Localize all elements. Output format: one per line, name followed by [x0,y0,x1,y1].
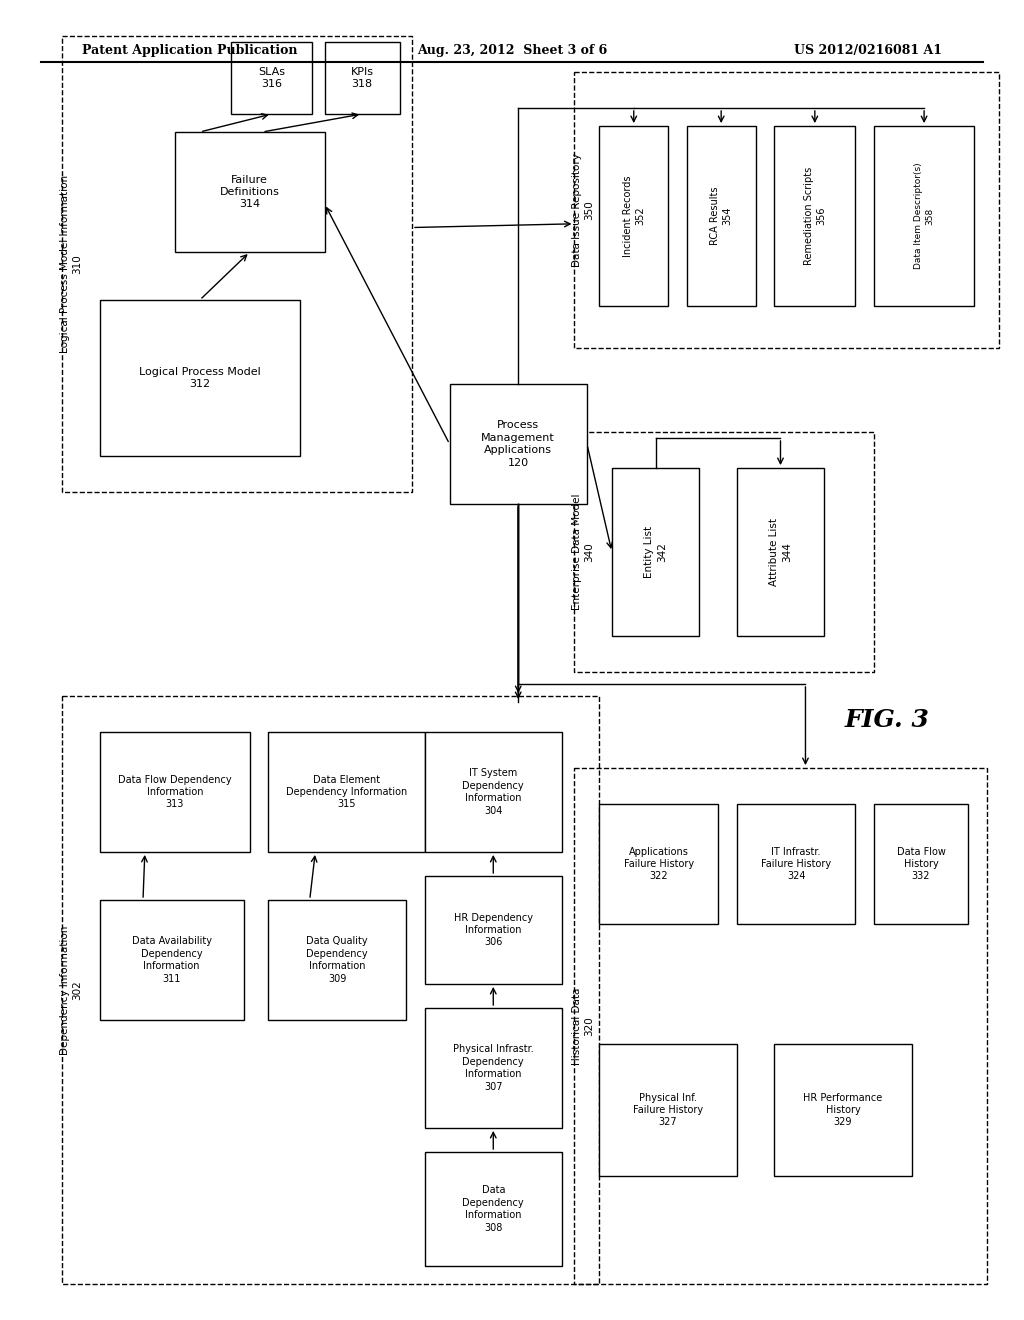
Bar [574,73,999,348]
Text: Data Issue Repository
350: Data Issue Repository 350 [572,153,594,267]
Bar [599,125,668,306]
Text: Data Item Descriptor(s)
358: Data Item Descriptor(s) 358 [914,162,934,269]
Bar [268,733,425,851]
Text: Enterprise Data Model
340: Enterprise Data Model 340 [572,494,594,610]
Bar [231,42,312,114]
Bar [100,300,300,455]
Bar [774,125,855,306]
Bar [62,36,412,492]
Bar [425,1008,562,1129]
Bar [874,125,974,306]
Bar [175,132,325,252]
Text: KPIs
318: KPIs 318 [350,67,374,90]
Bar [425,876,562,983]
Bar [574,432,874,672]
Text: Applications
Failure History
322: Applications Failure History 322 [624,846,694,882]
Bar [599,1044,737,1176]
Bar [62,696,599,1284]
Bar [450,384,587,504]
Text: FIG. 3: FIG. 3 [844,708,929,733]
Text: RCA Results
354: RCA Results 354 [710,186,732,246]
Text: Attribute List
344: Attribute List 344 [769,517,792,586]
Text: IT Infrastr.
Failure History
324: IT Infrastr. Failure History 324 [761,846,831,882]
Text: SLAs
316: SLAs 316 [258,67,285,90]
Text: HR Dependency
Information
306: HR Dependency Information 306 [454,912,532,948]
Text: Aug. 23, 2012  Sheet 3 of 6: Aug. 23, 2012 Sheet 3 of 6 [417,44,607,57]
Text: Failure
Definitions
314: Failure Definitions 314 [220,174,280,210]
Text: Data Flow Dependency
Information
313: Data Flow Dependency Information 313 [118,775,231,809]
Text: Data
Dependency
Information
308: Data Dependency Information 308 [463,1185,524,1233]
Text: Data Quality
Dependency
Information
309: Data Quality Dependency Information 309 [306,936,368,983]
Text: Physical Infrastr.
Dependency
Information
307: Physical Infrastr. Dependency Informatio… [453,1044,534,1092]
Text: Dependency Information
302: Dependency Information 302 [60,925,82,1055]
Text: HR Performance
History
329: HR Performance History 329 [803,1093,883,1127]
Bar [737,804,855,924]
Bar [325,42,399,114]
Bar [425,1152,562,1266]
Text: Physical Inf.
Failure History
327: Physical Inf. Failure History 327 [633,1093,703,1127]
Text: US 2012/0216081 A1: US 2012/0216081 A1 [794,44,942,57]
Text: Historical Data
320: Historical Data 320 [572,987,594,1065]
Bar [100,900,244,1020]
Bar [737,469,824,636]
Text: Data Element
Dependency Information
315: Data Element Dependency Information 315 [286,775,408,809]
Bar [425,733,562,851]
Text: Incident Records
352: Incident Records 352 [623,176,645,257]
Bar [574,768,986,1284]
Text: IT System
Dependency
Information
304: IT System Dependency Information 304 [463,768,524,816]
Bar [268,900,406,1020]
Text: Logical Process Model
312: Logical Process Model 312 [139,367,261,389]
Text: Remediation Scripts
356: Remediation Scripts 356 [804,166,826,265]
Bar [100,733,250,851]
Text: Patent Application Publication: Patent Application Publication [82,44,297,57]
Bar [612,469,699,636]
Text: Entity List
342: Entity List 342 [644,525,667,578]
Text: Data Availability
Dependency
Information
311: Data Availability Dependency Information… [132,936,212,983]
Bar [774,1044,911,1176]
Bar [874,804,968,924]
Bar [599,804,718,924]
Text: Data Flow
History
332: Data Flow History 332 [897,846,945,882]
Bar [687,125,756,306]
Text: Process
Management
Applications
120: Process Management Applications 120 [481,420,555,467]
Text: Logical Process Model Information
310: Logical Process Model Information 310 [60,176,82,352]
